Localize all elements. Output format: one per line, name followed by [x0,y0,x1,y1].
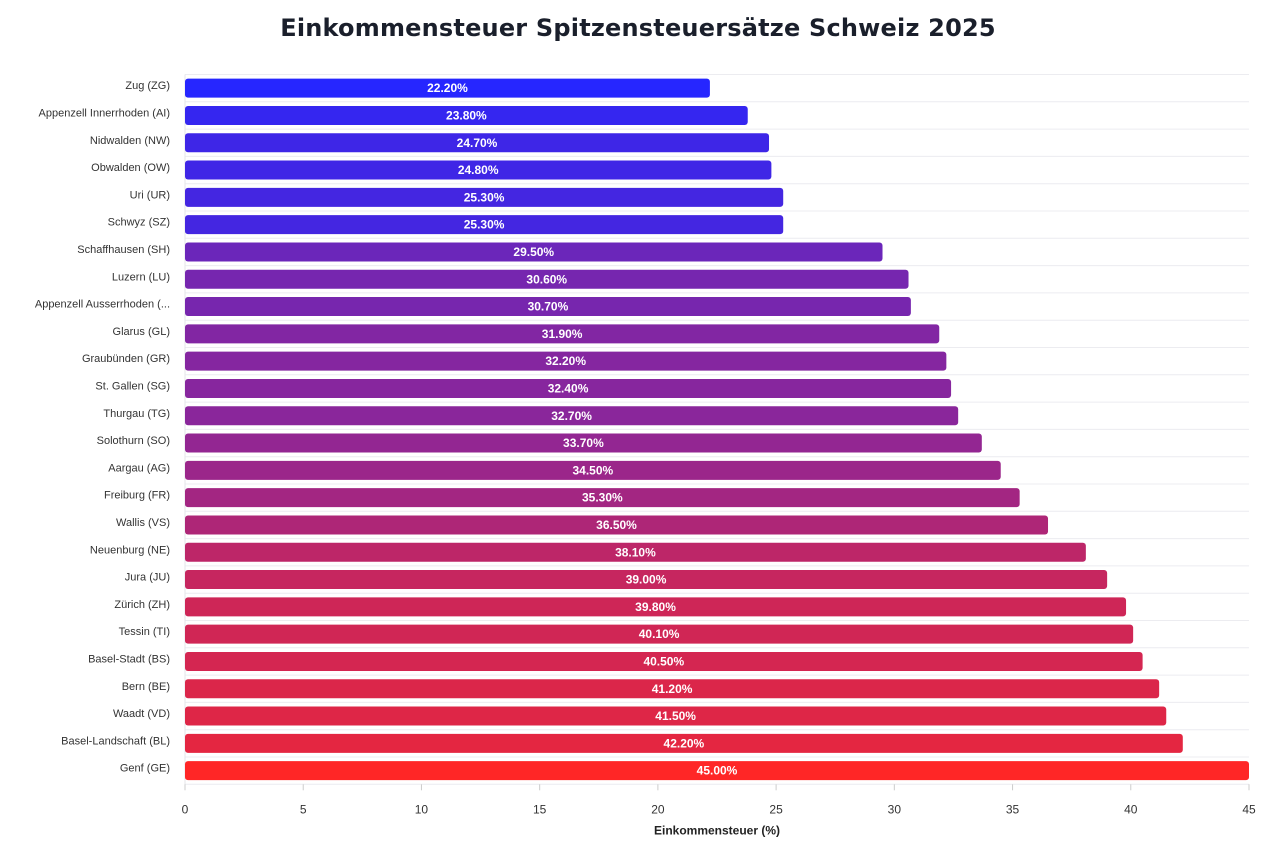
x-tick-label: 15 [533,802,547,816]
bar-value-label: 31.90% [542,327,583,341]
category-label: Aargau (AG) [108,462,170,474]
bar [185,297,911,317]
bar-value-label: 33.70% [563,436,604,450]
x-tick-label: 40 [1124,802,1138,816]
bar-value-label: 32.40% [548,381,589,395]
bar [185,78,710,98]
bar-value-label: 32.70% [551,409,592,423]
bar [185,242,883,262]
category-label: Freiburg (FR) [104,490,170,502]
bar-value-label: 24.70% [457,136,498,150]
bar-value-label: 41.20% [652,682,693,696]
category-label: Jura (JU) [125,572,170,584]
category-label: Tessin (TI) [119,626,170,638]
category-label: Thurgau (TG) [103,408,170,420]
x-tick-label: 0 [182,802,189,816]
category-label: Wallis (VS) [116,517,170,529]
x-tick-label: 10 [415,802,429,816]
category-label: Luzern (LU) [112,271,170,283]
category-label: Graubünden (GR) [82,353,170,365]
x-tick-label: 45 [1242,802,1256,816]
x-tick-label: 25 [769,802,783,816]
x-tick-label: 35 [1006,802,1020,816]
category-label: Neuenburg (NE) [90,544,170,556]
bar [185,187,784,207]
bar-value-label: 45.00% [697,764,738,778]
bar [185,215,784,235]
bar-value-label: 34.50% [573,463,614,477]
bar [185,597,1127,617]
bar [185,351,947,371]
bar-value-label: 42.20% [664,736,705,750]
bar [185,733,1183,753]
bar [185,706,1167,726]
bar-value-label: 32.20% [545,354,586,368]
bar [185,105,748,125]
bar [185,761,1249,781]
bar-value-label: 30.70% [528,300,569,314]
category-label: Solothurn (SO) [97,435,170,447]
category-label: Appenzell Innerrhoden (AI) [39,107,170,119]
bar [185,406,959,426]
category-label: Schaffhausen (SH) [77,244,170,256]
category-label: Waadt (VD) [113,708,170,720]
bar-value-label: 25.30% [464,190,505,204]
category-label: Zürich (ZH) [114,599,170,611]
bar [185,160,772,180]
bar [185,679,1160,699]
bar-value-label: 36.50% [596,518,637,532]
category-label: Appenzell Ausserrhoden (... [35,299,170,311]
bar [185,488,1020,508]
bar-value-label: 35.30% [582,491,623,505]
bar-value-label: 38.10% [615,545,656,559]
bar [185,269,909,289]
category-label: Basel-Landschaft (BL) [61,735,170,747]
category-label: Basel-Stadt (BS) [88,653,170,665]
bar-value-label: 24.80% [458,163,499,177]
bar-value-label: 39.80% [635,600,676,614]
x-axis-title: Einkommensteuer (%) [654,823,780,837]
category-label: Nidwalden (NW) [90,135,170,147]
bar-value-label: 25.30% [464,218,505,232]
bar [185,324,940,344]
bar-value-label: 30.60% [526,272,567,286]
bar-value-label: 23.80% [446,108,487,122]
bar [185,570,1108,590]
category-label: Zug (ZG) [125,80,170,92]
bar-value-label: 40.50% [643,654,684,668]
bar [185,378,952,398]
bar [185,133,770,153]
x-tick-label: 30 [888,802,902,816]
category-label: Bern (BE) [122,681,170,693]
bar-value-label: 41.50% [655,709,696,723]
category-label: Glarus (GL) [113,326,170,338]
bar [185,651,1143,671]
chart-title: Einkommensteuer Spitzensteuersätze Schwe… [280,14,996,42]
category-label: Uri (UR) [130,189,170,201]
bar-value-label: 40.10% [639,627,680,641]
x-tick-label: 5 [300,802,307,816]
bar [185,515,1049,535]
category-label: Schwyz (SZ) [108,217,170,229]
bar-value-label: 29.50% [513,245,554,259]
bar-value-label: 22.20% [427,81,468,95]
category-label: Genf (GE) [120,763,170,775]
bar [185,542,1086,562]
bar [185,624,1134,644]
x-tick-label: 20 [651,802,665,816]
bar [185,433,982,453]
category-label: St. Gallen (SG) [95,380,170,392]
bar-value-label: 39.00% [626,573,667,587]
category-label: Obwalden (OW) [91,162,170,174]
bar [185,460,1001,480]
